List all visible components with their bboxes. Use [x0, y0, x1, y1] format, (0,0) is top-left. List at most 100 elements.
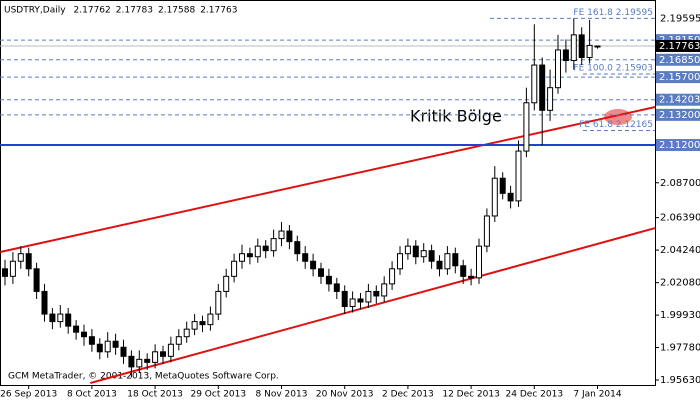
candle-body	[539, 64, 546, 111]
x-tick-label: 18 Oct 2013	[127, 390, 183, 400]
candle-body	[428, 250, 435, 262]
x-tick-label: 7 Jan 2014	[573, 390, 621, 400]
candle-body	[191, 321, 198, 330]
header-value: 2.17763	[200, 6, 237, 16]
footer: GCM MetaTrader, © 2001-2013, MetaQuotes …	[8, 372, 279, 382]
candle-body	[81, 331, 87, 338]
price-label: 2.11200	[659, 140, 700, 151]
candle-body	[128, 355, 135, 368]
plot-frame	[0, 0, 656, 386]
trend-line	[90, 227, 656, 385]
candle-body	[9, 260, 16, 277]
candle-body	[17, 253, 24, 262]
candle-body	[333, 283, 340, 292]
candle-body	[120, 346, 127, 357]
price-label-box	[656, 71, 700, 84]
price-label-box	[656, 139, 700, 152]
price-label: 2.16850	[659, 55, 700, 66]
candle-body	[2, 268, 8, 277]
price-label-box	[656, 108, 700, 121]
candle-body	[507, 192, 514, 202]
candle-body	[586, 44, 593, 59]
candle-body	[555, 49, 561, 89]
candle-body	[231, 260, 238, 277]
x-tick-label: 26 Sep 2013	[0, 390, 57, 400]
candle-body	[483, 215, 490, 247]
candle-body	[397, 253, 403, 270]
candle-body	[349, 298, 356, 308]
candle-body	[562, 49, 569, 62]
y-tick-label: 2.02080	[660, 278, 700, 289]
header-value: 2.17762	[74, 6, 111, 16]
candle-body	[420, 250, 427, 258]
candle-body	[223, 275, 230, 292]
y-tick-label: 1.99930	[660, 310, 700, 321]
candle-body	[183, 328, 190, 338]
candle-body	[49, 313, 56, 323]
candle-body	[144, 358, 151, 363]
candle-body	[286, 230, 293, 243]
y-tick-label: 1.97780	[660, 343, 700, 354]
last-price-box	[656, 39, 700, 52]
candle-body	[73, 325, 80, 333]
candle-body	[373, 290, 380, 297]
candle-body	[412, 245, 419, 258]
candle-body	[167, 343, 174, 357]
candle-body	[254, 245, 261, 258]
header-symbol: USDTRY,Daily	[4, 6, 66, 16]
annotation: Kritik Bölge	[410, 107, 502, 126]
candle-body	[104, 340, 111, 353]
price-label: 2.14203	[659, 95, 700, 106]
candle-body	[365, 290, 372, 303]
candle-body	[65, 313, 72, 327]
candle-body	[215, 290, 222, 315]
candle-body	[404, 245, 411, 255]
candle-body	[175, 336, 182, 345]
candle-body	[152, 351, 159, 363]
price-label-box	[656, 93, 700, 106]
candle-body	[436, 260, 443, 270]
header-value: 2.17783	[116, 6, 153, 16]
candle-body	[112, 340, 119, 348]
candle-body	[452, 253, 459, 267]
x-tick-label: 2 Dec 2013	[382, 390, 434, 400]
x-tick-label: 8 Oct 2013	[67, 390, 117, 400]
fib-label: FE 61.8 2.12165	[579, 120, 653, 130]
candle-body	[310, 260, 317, 270]
candle-body	[578, 34, 585, 59]
candle-body	[499, 177, 506, 194]
candle-body	[594, 45, 601, 48]
candle-body	[41, 290, 48, 315]
candle-body	[318, 268, 324, 277]
candle-body	[136, 358, 143, 368]
price-label-box	[656, 53, 700, 66]
candle-body	[270, 238, 277, 252]
candle-body	[33, 268, 40, 292]
candle-body	[262, 245, 269, 252]
candle-body	[460, 265, 467, 277]
y-tick-label: 2.04240	[660, 245, 700, 256]
candle-body	[278, 230, 285, 240]
y-tick-label: 2.06390	[660, 213, 700, 224]
candle-body	[341, 290, 348, 308]
candle-body	[515, 150, 522, 202]
candle-body	[468, 275, 475, 279]
candle-body	[444, 253, 451, 270]
header-value: 2.17588	[158, 6, 195, 16]
fib-label: FE 161.8 2.19595	[573, 8, 653, 18]
candle-body	[160, 351, 166, 357]
price-label: 2.13200	[659, 110, 700, 121]
candle-body	[199, 321, 206, 326]
candle-body	[57, 313, 64, 323]
candle-body	[523, 102, 530, 152]
y-tick-label: 1.95630	[660, 375, 700, 386]
candle-body	[246, 253, 253, 258]
candle-body	[25, 253, 32, 270]
candle-body	[531, 64, 538, 104]
x-tick-label: 24 Dec 2013	[506, 390, 564, 400]
x-tick-label: 20 Nov 2013	[316, 390, 374, 400]
candle-body	[547, 87, 554, 111]
candle-body	[570, 34, 577, 62]
candle-body	[294, 241, 301, 255]
